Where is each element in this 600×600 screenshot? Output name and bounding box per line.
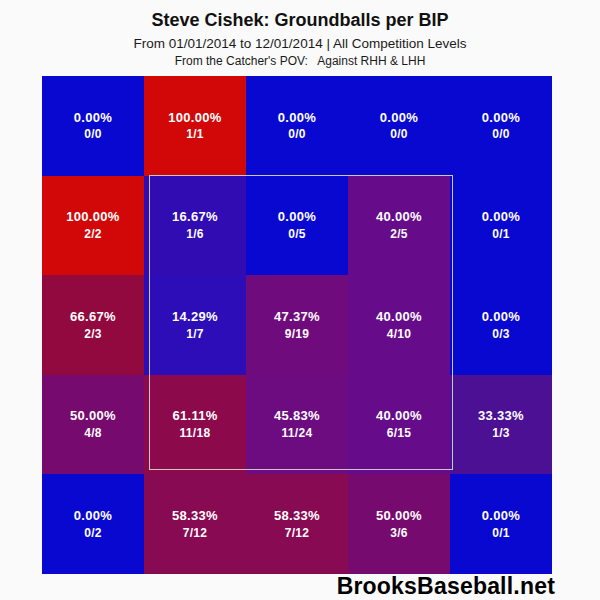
- heatmap-cell: 40.00%4/10: [348, 275, 450, 375]
- cell-count: 9/19: [285, 327, 310, 343]
- cell-percent: 0.00%: [74, 507, 112, 526]
- cell-count: 11/24: [282, 426, 313, 442]
- cell-count: 7/12: [285, 526, 310, 542]
- heatmap-cell: 0.00%0/1: [450, 176, 552, 276]
- cell-percent: 50.00%: [70, 407, 116, 426]
- cell-percent: 40.00%: [376, 407, 422, 426]
- cell-count: 0/5: [288, 227, 306, 243]
- heatmap-cell: 100.00%1/1: [144, 76, 246, 176]
- cell-percent: 47.37%: [274, 308, 320, 327]
- cell-percent: 50.00%: [376, 507, 422, 526]
- pov-caption: From the Catcher's POV: Against RHH & LH…: [0, 54, 600, 68]
- cell-percent: 0.00%: [278, 208, 316, 227]
- cell-count: 1/3: [492, 426, 510, 442]
- heatmap-cell: 40.00%2/5: [348, 176, 450, 276]
- cell-percent: 14.29%: [172, 308, 218, 327]
- heatmap-cell: 33.33%1/3: [450, 375, 552, 475]
- heatmap-cell: 100.00%2/2: [42, 176, 144, 276]
- heatmap-cell: 16.67%1/6: [144, 176, 246, 276]
- cell-count: 0/1: [492, 227, 510, 243]
- cell-percent: 16.67%: [172, 208, 218, 227]
- cell-count: 0/0: [84, 127, 102, 143]
- cell-percent: 66.67%: [70, 308, 116, 327]
- cell-percent: 33.33%: [478, 407, 524, 426]
- heatmap-cell: 0.00%0/0: [246, 76, 348, 176]
- date-range-subtitle: From 01/01/2014 to 12/01/2014 | All Comp…: [0, 36, 600, 51]
- heatmap-cell: 0.00%0/3: [450, 275, 552, 375]
- heatmap-cell: 66.67%2/3: [42, 275, 144, 375]
- heatmap-cell: 0.00%0/0: [42, 76, 144, 176]
- cell-percent: 58.33%: [274, 507, 320, 526]
- heatmap-cell: 0.00%0/0: [348, 76, 450, 176]
- cell-count: 0/1: [492, 526, 510, 542]
- cell-count: 4/8: [84, 426, 102, 442]
- heatmap-grid: 0.00%0/0100.00%1/10.00%0/00.00%0/00.00%0…: [42, 76, 552, 574]
- cell-count: 2/5: [390, 227, 408, 243]
- groundball-heatmap-report: Steve Cishek: Groundballs per BIP From 0…: [0, 0, 600, 600]
- heatmap-cell: 0.00%0/1: [450, 474, 552, 574]
- cell-percent: 61.11%: [172, 407, 217, 426]
- heatmap-cell: 14.29%1/7: [144, 275, 246, 375]
- cell-count: 1/6: [186, 227, 204, 243]
- cell-count: 1/1: [186, 127, 204, 143]
- cell-count: 0/0: [288, 127, 306, 143]
- heatmap-cell: 0.00%0/2: [42, 474, 144, 574]
- cell-percent: 0.00%: [74, 109, 112, 128]
- cell-count: 6/15: [387, 426, 412, 442]
- cell-percent: 40.00%: [376, 208, 422, 227]
- cell-count: 4/10: [387, 327, 412, 343]
- cell-percent: 100.00%: [168, 109, 221, 128]
- heatmap-cell: 0.00%0/0: [450, 76, 552, 176]
- heatmap-cell: 0.00%0/5: [246, 176, 348, 276]
- cell-percent: 0.00%: [380, 109, 418, 128]
- cell-count: 3/6: [390, 526, 408, 542]
- heatmap-cell: 58.33%7/12: [246, 474, 348, 574]
- cell-percent: 58.33%: [172, 507, 218, 526]
- cell-count: 0/2: [84, 526, 102, 542]
- cell-count: 0/3: [492, 327, 510, 343]
- heatmap-cell: 40.00%6/15: [348, 375, 450, 475]
- heatmap-cell: 58.33%7/12: [144, 474, 246, 574]
- heatmap-cell: 45.83%11/24: [246, 375, 348, 475]
- page-title: Steve Cishek: Groundballs per BIP: [0, 10, 600, 32]
- heatmap-cell: 50.00%3/6: [348, 474, 450, 574]
- heatmap-cell: 61.11%11/18: [144, 375, 246, 475]
- report-header: Steve Cishek: Groundballs per BIP From 0…: [0, 10, 600, 68]
- cell-percent: 0.00%: [482, 507, 520, 526]
- cell-count: 1/7: [186, 327, 204, 343]
- cell-percent: 0.00%: [482, 308, 520, 327]
- heatmap-cell: 50.00%4/8: [42, 375, 144, 475]
- cell-percent: 40.00%: [376, 308, 422, 327]
- cell-count: 0/0: [492, 127, 510, 143]
- cell-percent: 45.83%: [274, 407, 320, 426]
- cell-count: 11/18: [180, 426, 211, 442]
- cell-count: 0/0: [390, 127, 408, 143]
- cell-count: 2/2: [84, 227, 102, 243]
- cell-percent: 0.00%: [482, 208, 520, 227]
- cell-count: 7/12: [183, 526, 208, 542]
- branding-watermark: BrooksBaseball.net: [337, 573, 555, 600]
- cell-percent: 0.00%: [482, 109, 520, 128]
- heatmap-cell: 47.37%9/19: [246, 275, 348, 375]
- cell-percent: 0.00%: [278, 109, 316, 128]
- cell-percent: 100.00%: [66, 208, 119, 227]
- cell-count: 2/3: [84, 327, 102, 343]
